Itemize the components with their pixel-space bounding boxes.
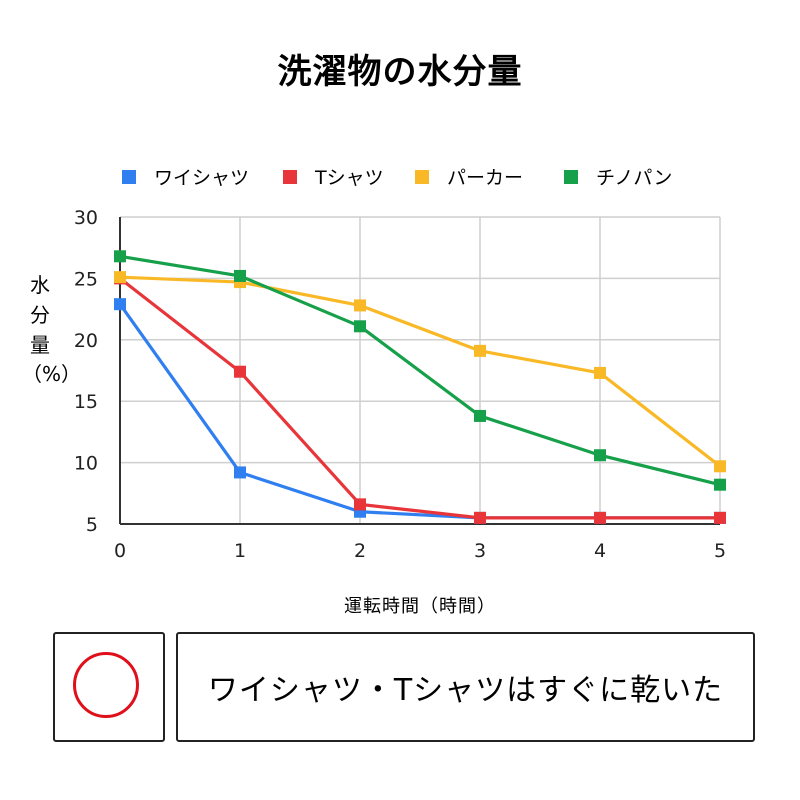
y-axis-label-unit: （%） [22, 362, 82, 386]
y-tick-label-4: 25 [74, 268, 98, 290]
x-axis-label: 運転時間（時間） [344, 596, 496, 617]
series-3-point-2 [354, 320, 366, 333]
y-axis-label-main: 水分量 [30, 273, 50, 357]
legend-label-0: ワイシャツ [154, 167, 250, 189]
legend-swatch-1 [283, 169, 297, 184]
legend-label-1: Tシャツ [315, 167, 384, 189]
series-1-point-2 [354, 498, 366, 511]
x-tick-label-1: 1 [234, 540, 246, 562]
legend-swatch-2 [415, 169, 429, 184]
chart-title: 洗濯物の水分量 [277, 52, 523, 92]
legend-item-0: ワイシャツ [122, 163, 249, 190]
series-3-point-5 [714, 478, 726, 491]
x-tick-label-2: 2 [354, 540, 366, 562]
legend-swatch-0 [122, 169, 136, 184]
series-0-point-2 [354, 505, 366, 518]
series-2-point-4 [594, 366, 606, 379]
series-0-point-0 [114, 298, 126, 311]
result-mark-box [53, 632, 165, 742]
series-2-point-3 [474, 344, 486, 357]
series-1-point-5 [714, 511, 726, 524]
legend-item-2: パーカー [415, 163, 523, 190]
result-comment-box: ワイシャツ・Tシャツはすぐに乾いた [176, 632, 755, 742]
legend-label-2: パーカー [447, 167, 524, 189]
y-tick-label-1: 10 [74, 453, 98, 475]
series-3-point-3 [474, 409, 486, 422]
legend-swatch-3 [564, 169, 578, 184]
series-3-point-0 [114, 250, 126, 263]
x-tick-label-4: 4 [594, 540, 606, 562]
y-axis-label: 水分量 （%） [22, 270, 82, 388]
series-line-0 [118, 303, 720, 520]
series-line-1 [119, 277, 720, 520]
x-tick-label-5: 5 [714, 540, 726, 562]
result-comment: ワイシャツ・Tシャツはすぐに乾いた [207, 673, 724, 708]
series-line-2 [119, 275, 721, 468]
series-3-point-4 [594, 449, 606, 462]
x-tick-label-3: 3 [474, 540, 486, 562]
y-tick-label-5: 30 [74, 207, 98, 229]
series-1-point-3 [474, 511, 486, 524]
legend-item-1: Tシャツ [283, 163, 384, 190]
series-2-point-0 [114, 271, 126, 284]
series-1-point-4 [594, 511, 606, 524]
chart-legend: ワイシャツ Tシャツ パーカー チノパン [0, 163, 800, 189]
series-2-point-5 [714, 460, 726, 473]
series-3-point-1 [234, 269, 246, 282]
y-tick-label-3: 20 [74, 330, 98, 352]
x-tick-label-0: 0 [114, 540, 126, 562]
y-tick-label-0: 5 [86, 514, 98, 536]
series-2-point-2 [354, 299, 366, 312]
series-line-3 [119, 254, 721, 487]
circle-mark-icon [73, 652, 139, 718]
series-1-point-1 [234, 365, 246, 378]
series-0-point-1 [234, 466, 246, 479]
legend-label-3: チノパン [596, 167, 673, 189]
legend-item-3: チノパン [564, 163, 672, 190]
y-tick-label-2: 15 [74, 391, 98, 413]
